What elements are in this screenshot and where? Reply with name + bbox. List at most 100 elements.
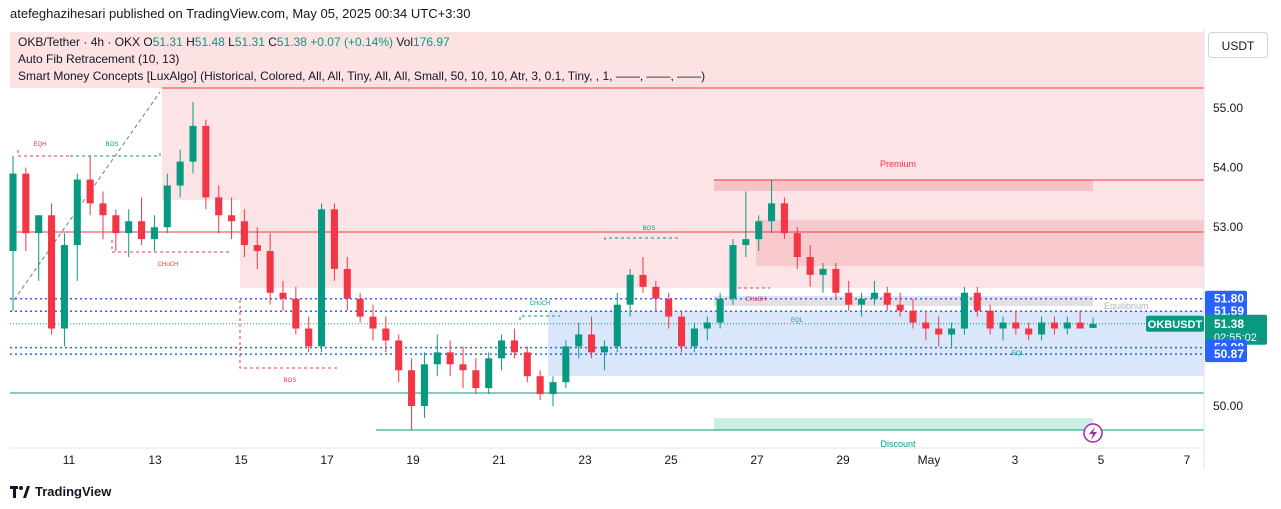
candle-body <box>459 364 467 371</box>
candle-body <box>73 179 81 246</box>
structure-label: BOS <box>643 226 656 232</box>
candle-body <box>652 286 660 299</box>
structure-label: EQL <box>791 318 804 324</box>
x-tick-label: 29 <box>836 453 850 467</box>
candle-body <box>125 221 133 234</box>
open-value: 51.31 <box>152 35 183 49</box>
candle-body <box>112 215 120 234</box>
candle-body <box>305 328 313 347</box>
structure-label: EQH <box>33 142 46 148</box>
indicator-fib-label[interactable]: Auto Fib Retracement (10, 13) <box>18 52 180 66</box>
y-tick-label: 55.00 <box>1213 101 1243 115</box>
price-tag-bg <box>1205 346 1247 363</box>
candle-body <box>742 239 750 246</box>
candle-body <box>1025 328 1033 335</box>
candle-body <box>279 292 287 299</box>
y-tick-label: 54.00 <box>1213 161 1243 175</box>
indicator-smc-label[interactable]: Smart Money Concepts [LuxAlgo] (Historic… <box>18 69 706 83</box>
candle-body <box>1076 322 1084 329</box>
x-tick-label: 11 <box>63 453 76 467</box>
x-tick-label: 15 <box>234 453 248 467</box>
structure-label: BOS <box>284 378 297 384</box>
x-tick-label: 13 <box>148 453 162 467</box>
choch-line-1 <box>111 240 230 253</box>
eqh-line <box>17 150 70 157</box>
choch-line-2 <box>519 315 560 320</box>
candle-body <box>562 346 570 383</box>
candle-body <box>948 328 956 335</box>
change-value: +0.07 (+0.14%) <box>310 35 393 49</box>
y-tick-label: 53.00 <box>1213 220 1243 234</box>
candle-body <box>626 274 634 305</box>
currency-button[interactable]: USDT <box>1208 32 1268 58</box>
x-tick-label: 25 <box>664 453 678 467</box>
candle-body <box>588 334 596 353</box>
candle-body <box>999 322 1007 329</box>
symbol-label[interactable]: OKB/Tether · 4h · OKX <box>18 35 141 49</box>
price-tag: 50.87 <box>1214 347 1244 361</box>
candle-body <box>1038 322 1046 335</box>
candle-body <box>395 340 403 371</box>
structure-label: EQL <box>1012 351 1025 357</box>
candle-body <box>729 245 737 299</box>
price-tag: 51.59 <box>1214 304 1244 318</box>
candle-body <box>819 268 827 275</box>
candle-body <box>446 352 454 365</box>
candle-body <box>549 382 557 395</box>
candle-body <box>678 316 686 347</box>
candle-body <box>253 245 261 252</box>
chart-legend: OKB/Tether · 4h · OKX O51.31 H51.48 L51.… <box>10 32 1204 88</box>
candle-body <box>510 340 518 353</box>
candle-body <box>330 209 338 269</box>
candle-body <box>240 221 248 246</box>
low-value: 51.31 <box>234 35 265 49</box>
bos-line-3 <box>604 237 680 240</box>
structure-label: CHoCH <box>746 297 767 303</box>
candle-body <box>755 221 763 240</box>
candle-body <box>382 328 390 341</box>
candle-body <box>176 161 184 186</box>
candle-body <box>485 358 493 389</box>
high-value: 51.48 <box>194 35 225 49</box>
volume-value: 176.97 <box>413 35 450 49</box>
x-tick-label: 23 <box>578 453 592 467</box>
candle-body <box>150 227 158 240</box>
candle-body <box>202 125 210 198</box>
candle-body <box>690 328 698 347</box>
candle-body <box>9 173 17 252</box>
candle-body <box>613 304 621 347</box>
candle-body <box>665 298 673 317</box>
tradingview-brand: TradingView <box>35 484 112 499</box>
equilibrium-band <box>714 296 1093 306</box>
bos-line-2 <box>239 300 340 369</box>
candle-body <box>870 292 878 299</box>
candle-body <box>22 173 30 234</box>
x-tick-label: 19 <box>406 453 420 467</box>
x-tick-label: 3 <box>1012 453 1019 467</box>
candle-body <box>60 245 68 329</box>
ohlc-legend: OKB/Tether · 4h · OKX O51.31 H51.48 L51.… <box>18 35 450 49</box>
candle-body <box>793 233 801 257</box>
tradingview-branding: TradingView <box>10 484 111 499</box>
candle-body <box>922 322 930 329</box>
equilibrium-zone <box>548 311 1204 376</box>
candle-body <box>1050 322 1058 329</box>
close-value: 51.38 <box>276 35 307 49</box>
candle-body <box>498 340 506 359</box>
candle-body <box>806 257 814 275</box>
discount-label: Discount <box>880 439 916 449</box>
price-tag: 51.80 <box>1214 292 1244 306</box>
candle-body <box>858 298 866 305</box>
candle-body <box>356 298 364 317</box>
structure-label: CHoCH <box>530 301 551 307</box>
candle-body <box>408 370 416 406</box>
candle-body <box>228 215 236 222</box>
candle-body <box>768 203 776 222</box>
candle-body <box>433 352 441 365</box>
candle-body <box>138 221 146 240</box>
candle-body <box>292 298 300 329</box>
last-price-tag-bg <box>1205 314 1267 345</box>
candle-body <box>1012 322 1020 329</box>
candle-body <box>215 197 223 216</box>
